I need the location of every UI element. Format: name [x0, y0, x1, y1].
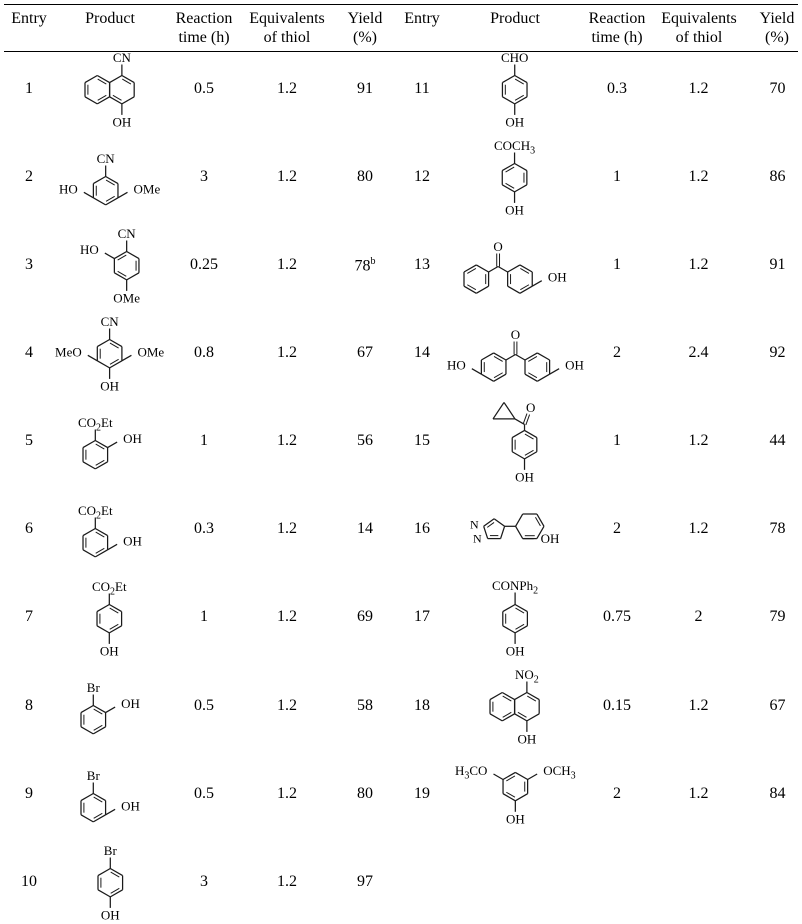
- svg-text:OH: OH: [100, 643, 119, 658]
- svg-text:OH: OH: [100, 379, 119, 394]
- svg-text:Br: Br: [86, 680, 100, 695]
- svg-text:HO: HO: [80, 242, 99, 257]
- svg-text:OMe: OMe: [134, 181, 161, 196]
- svg-text:OH: OH: [123, 431, 142, 446]
- svg-text:CN: CN: [97, 151, 116, 166]
- svg-text:OH: OH: [515, 469, 534, 484]
- svg-text:CN: CN: [101, 314, 120, 329]
- svg-text:OMe: OMe: [113, 291, 140, 306]
- svg-text:Br: Br: [86, 768, 100, 783]
- svg-text:OH: OH: [121, 798, 140, 813]
- svg-text:OH: OH: [541, 531, 560, 546]
- svg-text:CO2Et: CO2Et: [78, 503, 113, 522]
- svg-text:Br: Br: [103, 843, 117, 858]
- svg-text:OH: OH: [506, 811, 525, 826]
- svg-text:OH: OH: [113, 114, 132, 129]
- svg-text:OH: OH: [506, 114, 525, 129]
- svg-text:O: O: [526, 400, 535, 415]
- svg-text:CO2Et: CO2Et: [92, 579, 127, 598]
- svg-text:H3CO: H3CO: [455, 763, 487, 782]
- svg-text:OH: OH: [518, 731, 537, 746]
- svg-text:OH: OH: [101, 907, 120, 922]
- svg-text:OH: OH: [506, 644, 525, 659]
- svg-text:HO: HO: [447, 358, 466, 373]
- svg-text:CHO: CHO: [501, 50, 528, 65]
- svg-text:OH: OH: [123, 534, 142, 549]
- svg-text:HO: HO: [59, 181, 78, 196]
- svg-text:O: O: [493, 239, 502, 254]
- svg-text:CO2Et: CO2Et: [78, 415, 113, 434]
- svg-text:N: N: [473, 532, 482, 546]
- svg-text:N: N: [470, 518, 479, 532]
- svg-text:OCH3: OCH3: [543, 763, 575, 782]
- svg-text:OH: OH: [506, 203, 525, 218]
- svg-text:OH: OH: [548, 270, 567, 285]
- svg-text:CN: CN: [117, 226, 136, 241]
- svg-text:OMe: OMe: [138, 345, 165, 360]
- svg-text:MeO: MeO: [55, 345, 82, 360]
- svg-text:O: O: [510, 327, 519, 342]
- svg-text:OH: OH: [565, 358, 584, 373]
- svg-text:CN: CN: [113, 50, 132, 65]
- svg-text:OH: OH: [121, 696, 140, 711]
